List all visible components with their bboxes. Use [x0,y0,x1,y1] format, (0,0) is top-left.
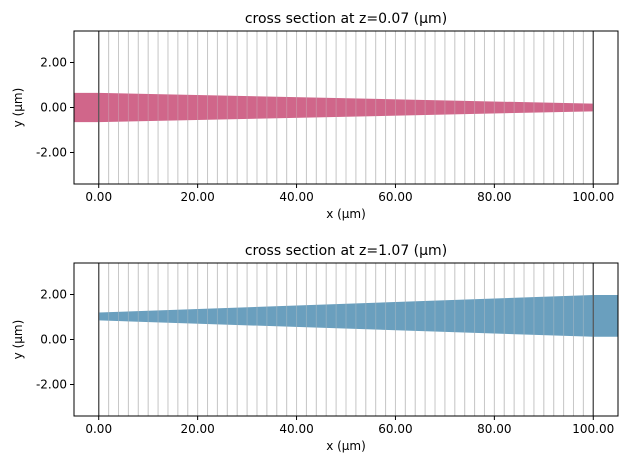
y-tick-label: 2.00 [40,56,67,70]
y-tick-label: -2.00 [36,146,67,160]
y-tick-label: -2.00 [36,378,67,392]
x-tick-label: 40.00 [279,190,313,204]
y-tick-label: 0.00 [40,333,67,347]
x-tick-label: 40.00 [279,422,313,436]
y-axis-label: y (μm) [11,88,25,128]
subplot-1: 0.00 20.00 40.00 60.00 80.00 100.00 -2.00 0.00 2… [11,11,619,221]
x-tick-label: 80.00 [477,190,511,204]
y-tick-label: 2.00 [40,288,67,302]
plot-area [98,263,618,416]
x-axis-label: x (μm) [326,207,366,221]
x-tick-label: 60.00 [378,422,412,436]
x-tick-label: 60.00 [378,190,412,204]
waveguide-cross-section [98,294,618,337]
x-axis-label: x (μm) [326,439,366,453]
y-axis-label: y (μm) [11,320,25,360]
chart-title: cross section at z=1.07 (μm) [245,243,447,259]
waveguide-cross-section [74,92,594,123]
subplot-2: 0.00 20.00 40.00 60.00 80.00 100.00 -2.00 0.00 2… [11,243,619,453]
x-tick-label: 20.00 [180,190,214,204]
x-tick-label: 0.00 [85,422,112,436]
x-tick-label: 100.00 [572,422,614,436]
plot-area [74,31,594,184]
x-tick-label: 0.00 [85,190,112,204]
y-tick-label: 0.00 [40,101,67,115]
x-tick-label: 20.00 [180,422,214,436]
chart-title: cross section at z=0.07 (μm) [245,11,447,27]
x-tick-label: 100.00 [572,190,614,204]
x-tick-label: 80.00 [477,422,511,436]
